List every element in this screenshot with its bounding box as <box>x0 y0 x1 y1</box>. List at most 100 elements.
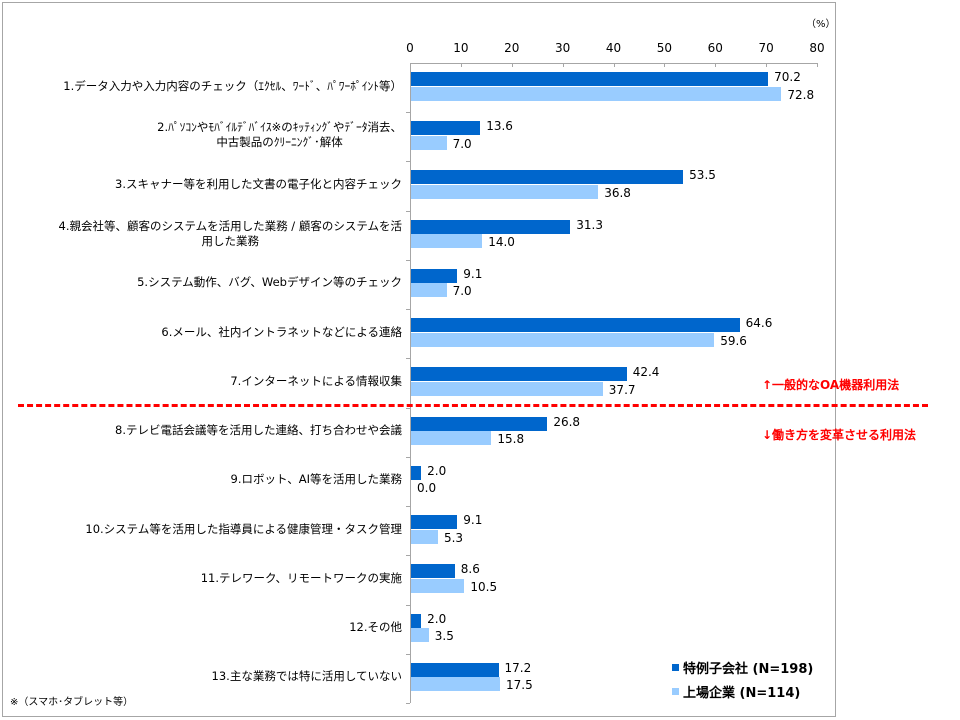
unit-label: （%） <box>806 19 836 30</box>
bar-subsidiary <box>411 121 481 135</box>
category-label: 12.その他 <box>349 620 402 635</box>
x-tick-mark <box>817 63 818 67</box>
category-label: 7.インターネットによる情報収集 <box>230 374 402 389</box>
category-label-line: 10.システム等を活用した指導員による健康管理・タスク管理 <box>85 522 402 536</box>
bar-value-label: 13.6 <box>486 119 513 133</box>
category-label-line: 4.親会社等、顧客のシステムを活用した業務 / 顧客のシステムを活 <box>58 219 402 233</box>
bar-listed-company <box>411 628 429 642</box>
category-label-line: 8.テレビ電話会議等を活用した連絡、打ち合わせや会議 <box>115 423 402 437</box>
y-axis-line <box>410 63 411 703</box>
x-tick-label: 30 <box>554 41 571 55</box>
category-label: 5.システム動作、バグ、Webデザイン等のチェック <box>137 275 402 290</box>
footnote: ※（スマホ･タブレット等） <box>10 697 134 708</box>
bar-value-label: 2.0 <box>427 612 447 626</box>
x-tick-label: 80 <box>809 41 825 55</box>
category-label-line: 2.ﾊﾟｿｺﾝやﾓﾊﾞｲﾙﾃﾞﾊﾞｲｽ※のｷｯﾃｨﾝｸﾞやﾃﾞｰﾀ消去、 <box>157 120 402 134</box>
annotation-workstyle-change-usage: ↓働き方を変革させる利用法 <box>762 428 917 442</box>
category-label-line: 用した業務 <box>201 234 260 248</box>
bar-listed-company <box>411 530 438 544</box>
x-tick-mark <box>614 63 615 67</box>
category-label: 3.スキャナー等を利用した文書の電子化と内容チェック <box>115 177 402 192</box>
bar-value-label: 26.8 <box>553 415 581 429</box>
y-tick-mark <box>406 506 410 507</box>
bar-listed-company <box>411 579 465 593</box>
legend-swatch-light-blue-icon <box>672 687 679 695</box>
bar-value-label: 31.3 <box>576 218 603 232</box>
y-tick-mark <box>406 112 410 113</box>
bar-value-label: 59.6 <box>720 334 747 348</box>
category-label-line: 5.システム動作、バグ、Webデザイン等のチェック <box>137 275 402 289</box>
x-tick-mark <box>512 63 513 67</box>
category-label-line: 13.主な業務では特に活用していない <box>211 669 402 683</box>
x-tick-mark <box>766 63 767 67</box>
legend-label: 特例子会社 (N=198) <box>683 661 814 677</box>
bar-subsidiary <box>411 318 740 332</box>
bar-subsidiary <box>411 417 548 431</box>
legend-label: 上場企業 (N=114) <box>683 685 801 701</box>
x-tick-label: 60 <box>707 41 723 55</box>
legend-item-listed-company: 上場企業 (N=114) <box>672 679 813 703</box>
y-tick-mark <box>406 654 410 655</box>
bar-listed-company <box>411 87 782 101</box>
y-tick-mark <box>406 457 410 458</box>
bar-value-label: 7.0 <box>452 284 472 298</box>
bar-value-label: 64.6 <box>745 316 773 330</box>
bar-value-label: 17.2 <box>504 661 532 675</box>
bar-subsidiary <box>411 72 769 86</box>
category-label: 2.ﾊﾟｿｺﾝやﾓﾊﾞｲﾙﾃﾞﾊﾞｲｽ※のｷｯﾃｨﾝｸﾞやﾃﾞｰﾀ消去、 中古製品… <box>157 120 402 150</box>
bar-subsidiary <box>411 367 627 381</box>
bar-value-label: 9.1 <box>463 513 483 527</box>
bar-value-label: 8.6 <box>460 562 480 576</box>
category-label: 1.データ入力や入力内容のチェック（ｴｸｾﾙ、ﾜｰﾄﾞ、ﾊﾟﾜｰﾎﾟｲﾝﾄ等） <box>63 79 402 94</box>
x-tick-mark <box>461 63 462 67</box>
category-label: 4.親会社等、顧客のシステムを活用した業務 / 顧客のシステムを活 用した業務 <box>59 219 402 249</box>
y-tick-mark <box>406 211 410 212</box>
y-tick-mark <box>406 605 410 606</box>
category-divider-dashed-line <box>18 404 928 407</box>
bar-listed-company <box>411 185 599 199</box>
bar-value-label: 5.3 <box>443 531 464 545</box>
bar-value-label: 70.2 <box>774 70 801 84</box>
annotation-general-oa-usage: ↑一般的なOA機器利用法 <box>762 378 900 392</box>
y-tick-mark <box>406 703 410 704</box>
bar-value-label: 42.4 <box>632 365 660 379</box>
bar-subsidiary <box>411 269 458 283</box>
x-tick-label: 50 <box>656 41 673 55</box>
x-tick-label: 0 <box>406 41 414 55</box>
x-tick-mark <box>664 63 665 67</box>
bar-value-label: 15.8 <box>497 432 525 446</box>
bar-subsidiary <box>411 663 499 677</box>
chart-frame <box>2 2 836 717</box>
category-label-line: 9.ロボット、AI等を活用した業務 <box>230 472 403 486</box>
legend: 特例子会社 (N=198) 上場企業 (N=114) <box>672 655 813 703</box>
legend-item-subsidiary: 特例子会社 (N=198) <box>672 655 813 679</box>
bar-value-label: 10.5 <box>470 580 498 594</box>
bar-listed-company <box>411 234 483 248</box>
category-label-line: 中古製品のｸﾘｰﾆﾝｸﾞ･解体 <box>216 135 343 149</box>
bar-value-label: 17.5 <box>506 678 533 692</box>
x-tick-mark <box>563 63 564 67</box>
y-tick-mark <box>406 161 410 162</box>
category-label: 10.システム等を活用した指導員による健康管理・タスク管理 <box>85 522 402 537</box>
category-label-line: 12.その他 <box>349 620 402 634</box>
legend-swatch-dark-blue-icon <box>672 663 679 671</box>
category-label-line: 7.インターネットによる情報収集 <box>230 374 402 388</box>
category-label-line: 3.スキャナー等を利用した文書の電子化と内容チェック <box>115 177 402 191</box>
x-tick-mark <box>715 63 716 67</box>
bar-listed-company <box>411 136 447 150</box>
x-tick-label: 20 <box>504 41 520 55</box>
y-tick-mark <box>406 408 410 409</box>
category-label-line: 6.メール、社内イントラネットなどによる連絡 <box>161 325 402 339</box>
bar-subsidiary <box>411 515 458 529</box>
y-tick-mark <box>406 260 410 261</box>
category-label: 11.テレワーク、リモートワークの実施 <box>201 571 402 586</box>
bar-value-label: 37.7 <box>608 383 636 397</box>
bar-value-label: 36.8 <box>604 186 631 200</box>
category-label: 8.テレビ電話会議等を活用した連絡、打ち合わせや会議 <box>115 423 402 438</box>
bar-listed-company <box>411 677 501 691</box>
bar-value-label: 72.8 <box>787 88 815 102</box>
category-label: 13.主な業務では特に活用していない <box>212 669 402 684</box>
bar-value-label: 0.0 <box>417 481 437 495</box>
bar-listed-company <box>411 333 715 347</box>
bar-value-label: 3.5 <box>434 629 454 643</box>
